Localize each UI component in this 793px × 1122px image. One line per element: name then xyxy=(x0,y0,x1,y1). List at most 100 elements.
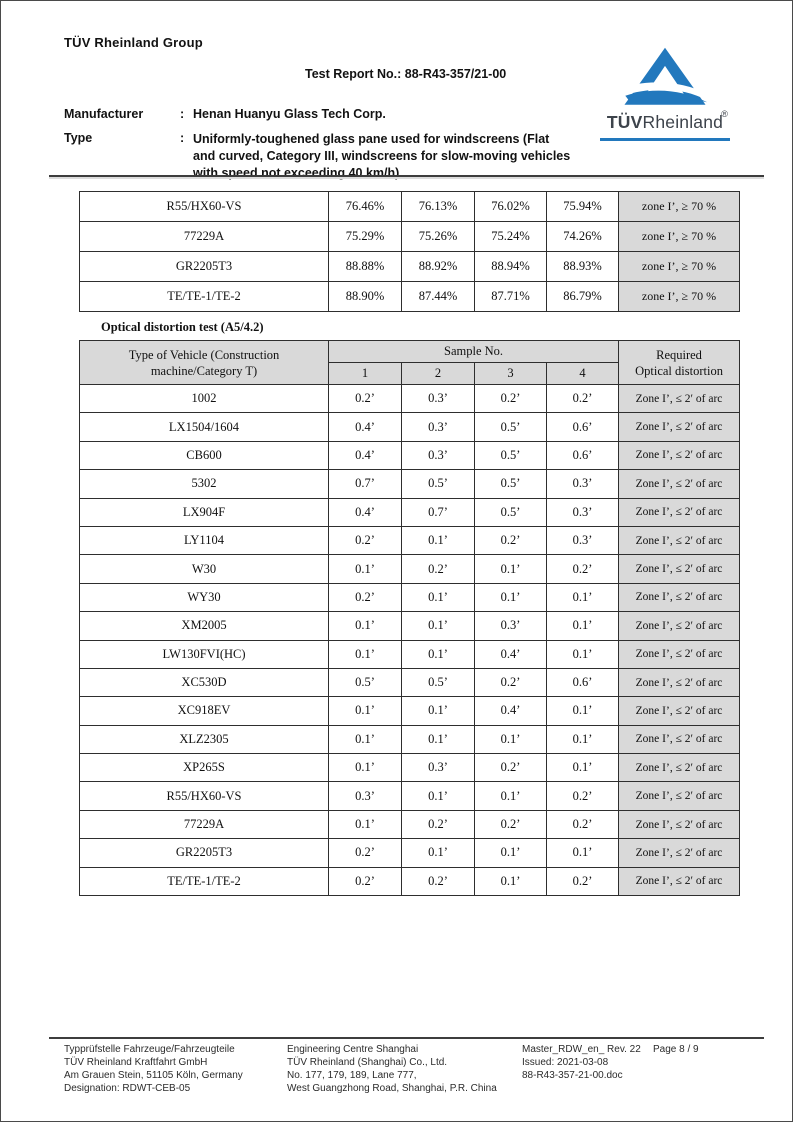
vehicle-cell: XM2005 xyxy=(79,611,329,641)
sample-3-cell: 0.5’ xyxy=(474,440,547,471)
sample-4-cell: 0.2’ xyxy=(545,809,620,840)
sample-4-cell: 0.3’ xyxy=(545,469,620,499)
sample-3-cell: 0.1’ xyxy=(474,554,547,584)
sample-2-cell: 0.3’ xyxy=(401,440,475,471)
footer-line: Designation: RDWT-CEB-05 xyxy=(64,1083,191,1094)
sample-1-cell: 0.1’ xyxy=(328,554,402,584)
sample-2-header: 2 xyxy=(401,362,475,385)
header-divider xyxy=(49,175,764,177)
sample-3-cell: 0.2’ xyxy=(474,753,547,783)
required-cell: Zone I’, ≤ 2′ of arc xyxy=(618,554,741,584)
sample-3-cell: 88.94% xyxy=(474,251,547,282)
required-header-line: Optical distortion xyxy=(635,363,723,378)
footer-line: TÜV Rheinland (Shanghai) Co., Ltd. xyxy=(287,1057,448,1068)
sample-3-cell: 76.02% xyxy=(474,191,547,222)
sample-4-cell: 74.26% xyxy=(546,221,619,252)
sample-4-cell: 0.6’ xyxy=(545,667,620,698)
sample-4-cell: 88.93% xyxy=(546,251,619,282)
required-cell: Zone I’, ≤ 2′ of arc xyxy=(618,582,741,613)
sample-1-header: 1 xyxy=(328,362,402,385)
sample-2-cell: 0.1’ xyxy=(401,582,475,613)
required-cell: Zone I’, ≤ 2′ of arc xyxy=(618,639,741,669)
footer-line: TÜV Rheinland Kraftfahrt GmbH xyxy=(64,1057,208,1068)
required-cell: zone I’, ≥ 70 % xyxy=(618,191,740,222)
vehicle-cell: LY1104 xyxy=(79,525,329,556)
required-header: Required Optical distortion xyxy=(618,340,741,385)
table-row: 77229A 0.1’ 0.2’ 0.2’ 0.2’ Zone I’, ≤ 2′… xyxy=(79,809,741,840)
sample-1-cell: 0.7’ xyxy=(328,469,402,499)
vehicle-cell: GR2205T3 xyxy=(79,838,329,868)
sample-3-cell: 0.5’ xyxy=(474,469,547,499)
sample-3-cell: 75.24% xyxy=(474,221,547,252)
sample-1-cell: 0.2’ xyxy=(328,866,402,897)
required-cell: zone I’, ≥ 70 % xyxy=(618,221,740,252)
sample-4-cell: 0.1’ xyxy=(545,696,620,726)
footer-document-info: Master_RDW_en_ Rev. 22 Issued: 2021-03-0… xyxy=(522,1043,641,1082)
sample-2-cell: 0.5’ xyxy=(401,667,475,698)
vehicle-cell: LX904F xyxy=(79,497,329,527)
sample-2-cell: 0.1’ xyxy=(401,724,475,755)
vehicle-cell: R55/HX60-VS xyxy=(79,191,329,222)
vehicle-cell: XLZ2305 xyxy=(79,724,329,755)
sample-1-cell: 0.3’ xyxy=(328,781,402,811)
table-row: R55/HX60-VS 76.46% 76.13% 76.02% 75.94% … xyxy=(79,191,740,222)
vehicle-type-header-line: Type of Vehicle (Construction xyxy=(128,347,280,362)
sample-2-cell: 75.26% xyxy=(401,221,475,252)
sample-2-cell: 0.2’ xyxy=(401,809,475,840)
sample-3-cell: 0.5’ xyxy=(474,412,547,442)
sample-2-cell: 0.1’ xyxy=(401,838,475,868)
sample-3-cell: 0.4’ xyxy=(474,639,547,669)
sample-2-cell: 0.7’ xyxy=(401,497,475,527)
type-value-line: and curved, Category III, windscreens fo… xyxy=(193,149,571,163)
sample-4-header: 4 xyxy=(545,362,620,385)
footer-line: Am Grauen Stein, 51105 Köln, Germany xyxy=(64,1070,243,1081)
required-cell: Zone I’, ≤ 2′ of arc xyxy=(618,469,741,499)
table-row: XM2005 0.1’ 0.1’ 0.3’ 0.1’ Zone I’, ≤ 2′… xyxy=(79,611,741,641)
sample-4-cell: 0.2’ xyxy=(545,383,620,414)
sample-4-cell: 0.2’ xyxy=(545,554,620,584)
sample-1-cell: 0.2’ xyxy=(328,838,402,868)
vehicle-cell: R55/HX60-VS xyxy=(79,781,329,811)
registered-mark: ® xyxy=(721,109,729,119)
vehicle-cell: LW130FVI(HC) xyxy=(79,639,329,669)
sample-1-cell: 0.4’ xyxy=(328,412,402,442)
required-cell: Zone I’, ≤ 2′ of arc xyxy=(618,383,741,414)
vehicle-cell: XC530D xyxy=(79,667,329,698)
sample-3-cell: 0.2’ xyxy=(474,667,547,698)
table-row: XC530D 0.5’ 0.5’ 0.2’ 0.6’ Zone I’, ≤ 2′… xyxy=(79,667,741,698)
sample-4-cell: 86.79% xyxy=(546,281,619,312)
table-row: XLZ2305 0.1’ 0.1’ 0.1’ 0.1’ Zone I’, ≤ 2… xyxy=(79,724,741,755)
vehicle-type-header: Type of Vehicle (Construction machine/Ca… xyxy=(79,340,329,385)
required-cell: Zone I’, ≤ 2′ of arc xyxy=(618,667,741,698)
sample-1-cell: 0.1’ xyxy=(328,753,402,783)
footer-line: Master_RDW_en_ Rev. 22 xyxy=(522,1044,641,1055)
table-row: LW130FVI(HC) 0.1’ 0.1’ 0.4’ 0.1’ Zone I’… xyxy=(79,639,741,669)
footer-line: Issued: 2021-03-08 xyxy=(522,1057,609,1068)
sample-4-cell: 0.2’ xyxy=(545,866,620,897)
brand-wordmark: TÜVRheinland ® xyxy=(606,109,728,132)
table-row: XC918EV 0.1’ 0.1’ 0.4’ 0.1’ Zone I’, ≤ 2… xyxy=(79,696,741,726)
group-title: TÜV Rheinland Group xyxy=(64,35,203,50)
sample-2-cell: 0.3’ xyxy=(401,753,475,783)
vehicle-cell: GR2205T3 xyxy=(79,251,329,282)
vehicle-cell: WY30 xyxy=(79,582,329,613)
sample-3-cell: 0.2’ xyxy=(474,809,547,840)
sample-2-cell: 76.13% xyxy=(401,191,475,222)
footer-line: Typprüfstelle Fahrzeuge/Fahrzeugteile xyxy=(64,1044,235,1055)
sample-1-cell: 0.1’ xyxy=(328,696,402,726)
table-row: TE/TE-1/TE-2 88.90% 87.44% 87.71% 86.79%… xyxy=(79,281,740,312)
type-colon: : xyxy=(180,131,185,145)
sample-1-cell: 0.1’ xyxy=(328,639,402,669)
table-row: 1002 0.2’ 0.3’ 0.2’ 0.2’ Zone I’, ≤ 2′ o… xyxy=(79,383,741,414)
sample-4-cell: 0.2’ xyxy=(545,781,620,811)
footer-line: West Guangzhong Road, Shanghai, P.R. Chi… xyxy=(287,1083,497,1094)
sample-1-cell: 0.4’ xyxy=(328,440,402,471)
sample-4-cell: 0.3’ xyxy=(545,497,620,527)
brand-tuv: TÜV xyxy=(606,112,643,132)
optical-header-row-top: Type of Vehicle (Construction machine/Ca… xyxy=(79,340,741,385)
table-row: 77229A 75.29% 75.26% 75.24% 74.26% zone … xyxy=(79,221,740,252)
required-cell: Zone I’, ≤ 2′ of arc xyxy=(618,440,741,471)
vehicle-cell: XP265S xyxy=(79,753,329,783)
sample-4-cell: 0.6’ xyxy=(545,440,620,471)
table-row: CB600 0.4’ 0.3’ 0.5’ 0.6’ Zone I’, ≤ 2′ … xyxy=(79,440,741,471)
